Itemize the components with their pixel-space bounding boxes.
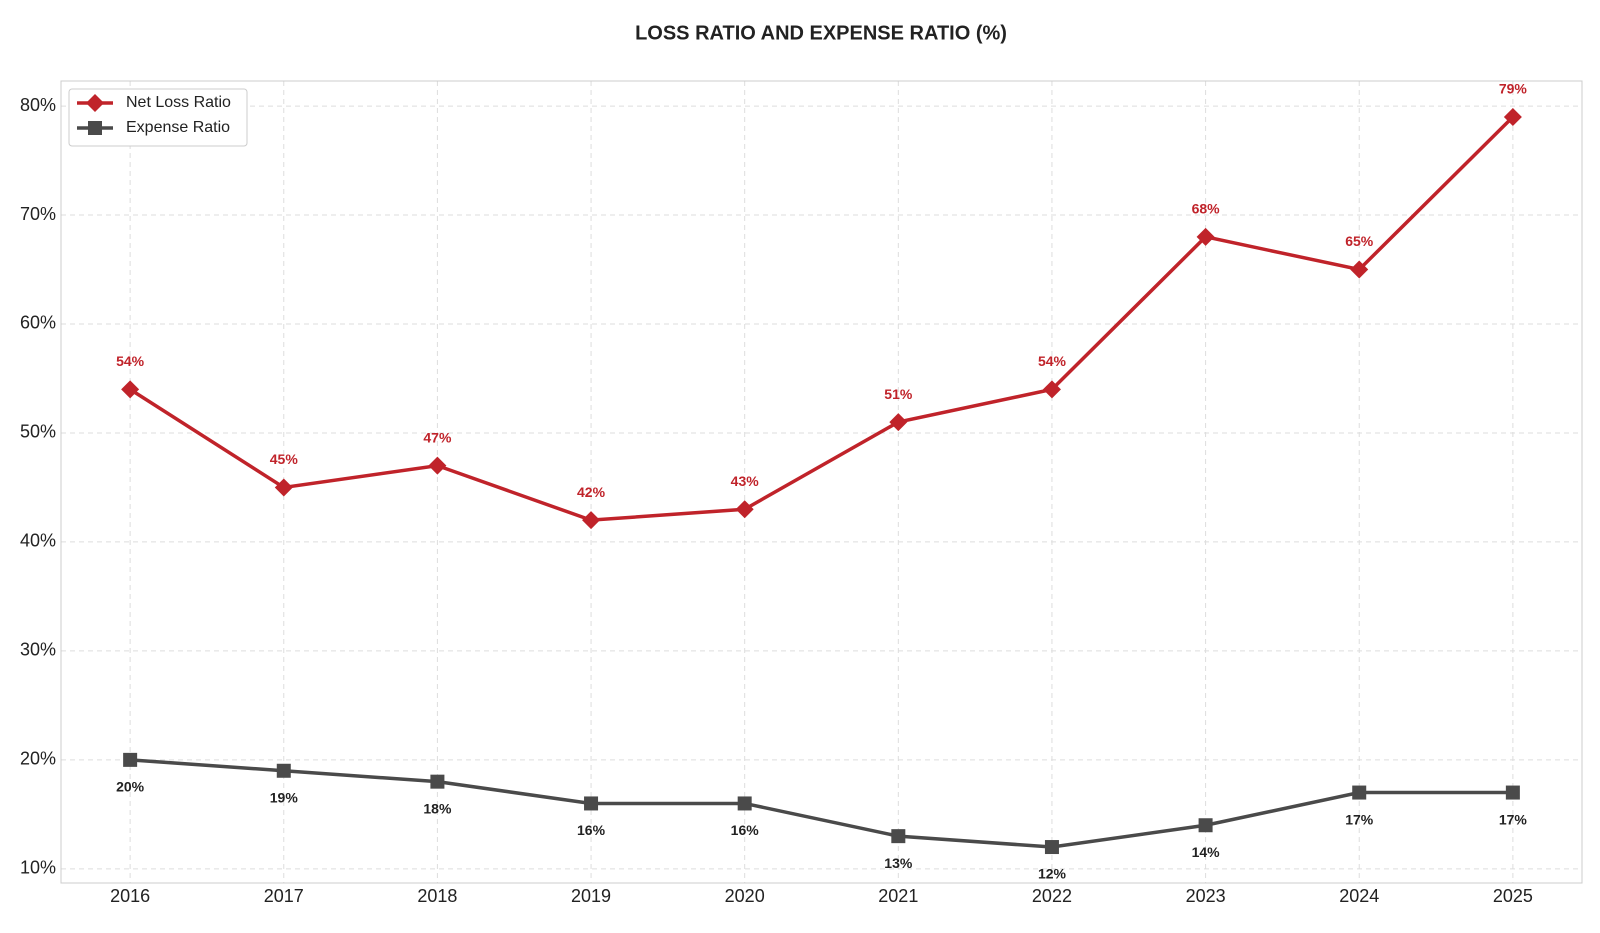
data-label: 17% <box>1499 811 1528 827</box>
data-label: 42% <box>577 484 606 500</box>
x-tick-label: 2022 <box>1032 886 1072 906</box>
y-tick-label: 80% <box>20 95 56 115</box>
square-marker <box>891 829 906 844</box>
data-label: 45% <box>270 451 299 467</box>
square-marker <box>88 121 102 135</box>
data-label: 54% <box>116 353 145 369</box>
data-label: 17% <box>1345 811 1374 827</box>
x-tick-label: 2025 <box>1493 886 1533 906</box>
diamond-marker <box>735 500 754 519</box>
diamond-marker <box>1042 380 1061 399</box>
data-label: 54% <box>1038 353 1067 369</box>
square-marker <box>1352 785 1367 800</box>
legend-box <box>68 88 248 147</box>
series-line <box>129 115 1515 522</box>
diamond-marker <box>86 94 104 112</box>
diamond-marker <box>582 511 601 530</box>
data-label: 16% <box>577 822 606 838</box>
data-label: 47% <box>423 429 452 445</box>
diamond-marker <box>1503 107 1522 126</box>
data-label: 65% <box>1345 233 1374 249</box>
square-marker <box>276 763 291 778</box>
diamond-marker <box>889 413 908 432</box>
data-label: 20% <box>116 779 145 795</box>
data-label: 19% <box>270 789 299 805</box>
x-tick-label: 2020 <box>725 886 765 906</box>
data-label: 16% <box>731 822 760 838</box>
data-label: 12% <box>1038 866 1067 882</box>
x-tick-label: 2016 <box>110 886 150 906</box>
diamond-marker <box>428 456 447 475</box>
x-tick-label: 2017 <box>264 886 304 906</box>
legend-label: Expense Ratio <box>126 119 230 136</box>
y-tick-label: 40% <box>20 531 56 551</box>
data-label: 43% <box>731 473 760 489</box>
diamond-marker <box>1196 227 1215 246</box>
square-marker <box>1505 785 1520 800</box>
data-label: 68% <box>1192 201 1221 217</box>
x-tick-label: 2018 <box>417 886 457 906</box>
x-tick-label: 2021 <box>878 886 918 906</box>
legend-label: Net Loss Ratio <box>126 94 231 111</box>
square-marker <box>123 752 138 767</box>
square-marker <box>430 774 445 789</box>
x-tick-label: 2024 <box>1339 886 1379 906</box>
data-label: 13% <box>884 855 913 871</box>
data-label: 14% <box>1192 844 1221 860</box>
y-tick-label: 30% <box>20 640 56 660</box>
square-marker <box>1044 840 1059 855</box>
x-tick-label: 2023 <box>1186 886 1226 906</box>
series-line <box>130 758 1513 849</box>
chart-title: LOSS RATIO AND EXPENSE RATIO (%) <box>635 22 1007 44</box>
square-marker <box>1198 818 1213 833</box>
y-tick-label: 50% <box>20 422 56 442</box>
diamond-marker <box>1350 260 1369 279</box>
x-tick-label: 2019 <box>571 886 611 906</box>
diamond-marker <box>121 380 140 399</box>
y-tick-label: 10% <box>20 858 56 878</box>
square-marker <box>584 796 599 811</box>
y-tick-label: 20% <box>20 749 56 769</box>
data-label: 79% <box>1499 81 1528 97</box>
data-label: 18% <box>423 800 452 816</box>
square-marker <box>737 796 752 811</box>
y-tick-label: 70% <box>20 204 56 224</box>
y-tick-label: 60% <box>20 313 56 333</box>
plot-frame <box>60 80 1583 884</box>
diamond-marker <box>274 478 293 497</box>
data-label: 51% <box>884 386 913 402</box>
